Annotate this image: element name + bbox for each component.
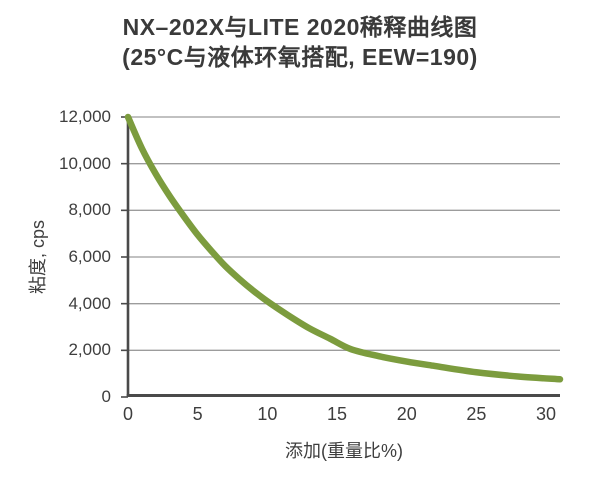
- x-tick-label: 0: [122, 404, 134, 424]
- gridlines: [128, 116, 560, 351]
- plot-area: [121, 113, 564, 398]
- y-axis-tick-labels: 0 2,000 4,000 6,000 8,000 10,000 12,000: [0, 107, 120, 406]
- y-tick-label: 12,000: [59, 107, 111, 126]
- x-axis-tick-labels: 0 5 10 15 20 25 30: [123, 403, 560, 425]
- x-tick-label: 30: [536, 404, 557, 424]
- x-tick-label: 10: [257, 404, 278, 424]
- y-tick-label: 10,000: [59, 153, 111, 173]
- chart-title: NX–202X与LITE 2020稀释曲线图: [122, 14, 478, 40]
- y-tick-label: 0: [101, 387, 111, 406]
- title-block: NX–202X与LITE 2020稀释曲线图 (25°C与液体环氧搭配, EEW…: [0, 12, 600, 72]
- y-tick-label: 2,000: [68, 340, 111, 360]
- x-axis-label: 添加(重量比%): [285, 441, 403, 461]
- dilution-curve: [124, 113, 564, 383]
- y-tick-label: 6,000: [68, 247, 111, 266]
- x-tick-label: 15: [327, 404, 348, 424]
- x-tick-label: 5: [192, 404, 203, 424]
- x-tick-label: 20: [396, 404, 417, 424]
- axes: [121, 116, 560, 398]
- x-tick-label: 25: [466, 404, 487, 424]
- y-tick-label: 8,000: [68, 200, 111, 220]
- y-tick-label: 4,000: [68, 293, 111, 313]
- chart-subtitle: (25°C与液体环氧搭配, EEW=190): [122, 44, 478, 70]
